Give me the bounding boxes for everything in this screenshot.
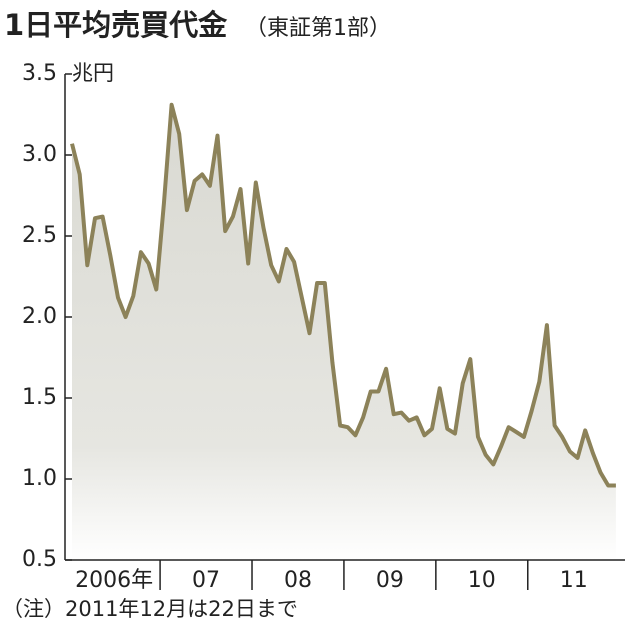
y-unit: 兆円 bbox=[72, 61, 114, 85]
y-tick-label: 3.5 bbox=[22, 61, 57, 86]
y-tick-label: 1.0 bbox=[22, 466, 57, 491]
y-tick-label: 2.5 bbox=[22, 223, 57, 248]
y-tick-label: 1.5 bbox=[22, 385, 57, 410]
x-tick-label: 09 bbox=[376, 568, 404, 593]
line bbox=[70, 102, 616, 488]
x-tick-label: 08 bbox=[284, 568, 312, 593]
y-tick-label: 2.0 bbox=[22, 304, 57, 329]
chart-subtitle: （東証第1部） bbox=[245, 16, 391, 41]
chart-title: 1日平均売買代金 bbox=[4, 8, 228, 42]
y-tick-label: 3.0 bbox=[22, 142, 57, 167]
x-tick-label: 11 bbox=[560, 568, 588, 593]
y-tick-label: 0.5 bbox=[22, 547, 57, 572]
note: （注）2011年12月は22日まで bbox=[2, 597, 298, 621]
area bbox=[72, 104, 616, 561]
x-tick-label: 07 bbox=[192, 568, 220, 593]
x-tick-label: 2006年 bbox=[75, 568, 153, 593]
x-tick-label: 10 bbox=[468, 568, 496, 593]
